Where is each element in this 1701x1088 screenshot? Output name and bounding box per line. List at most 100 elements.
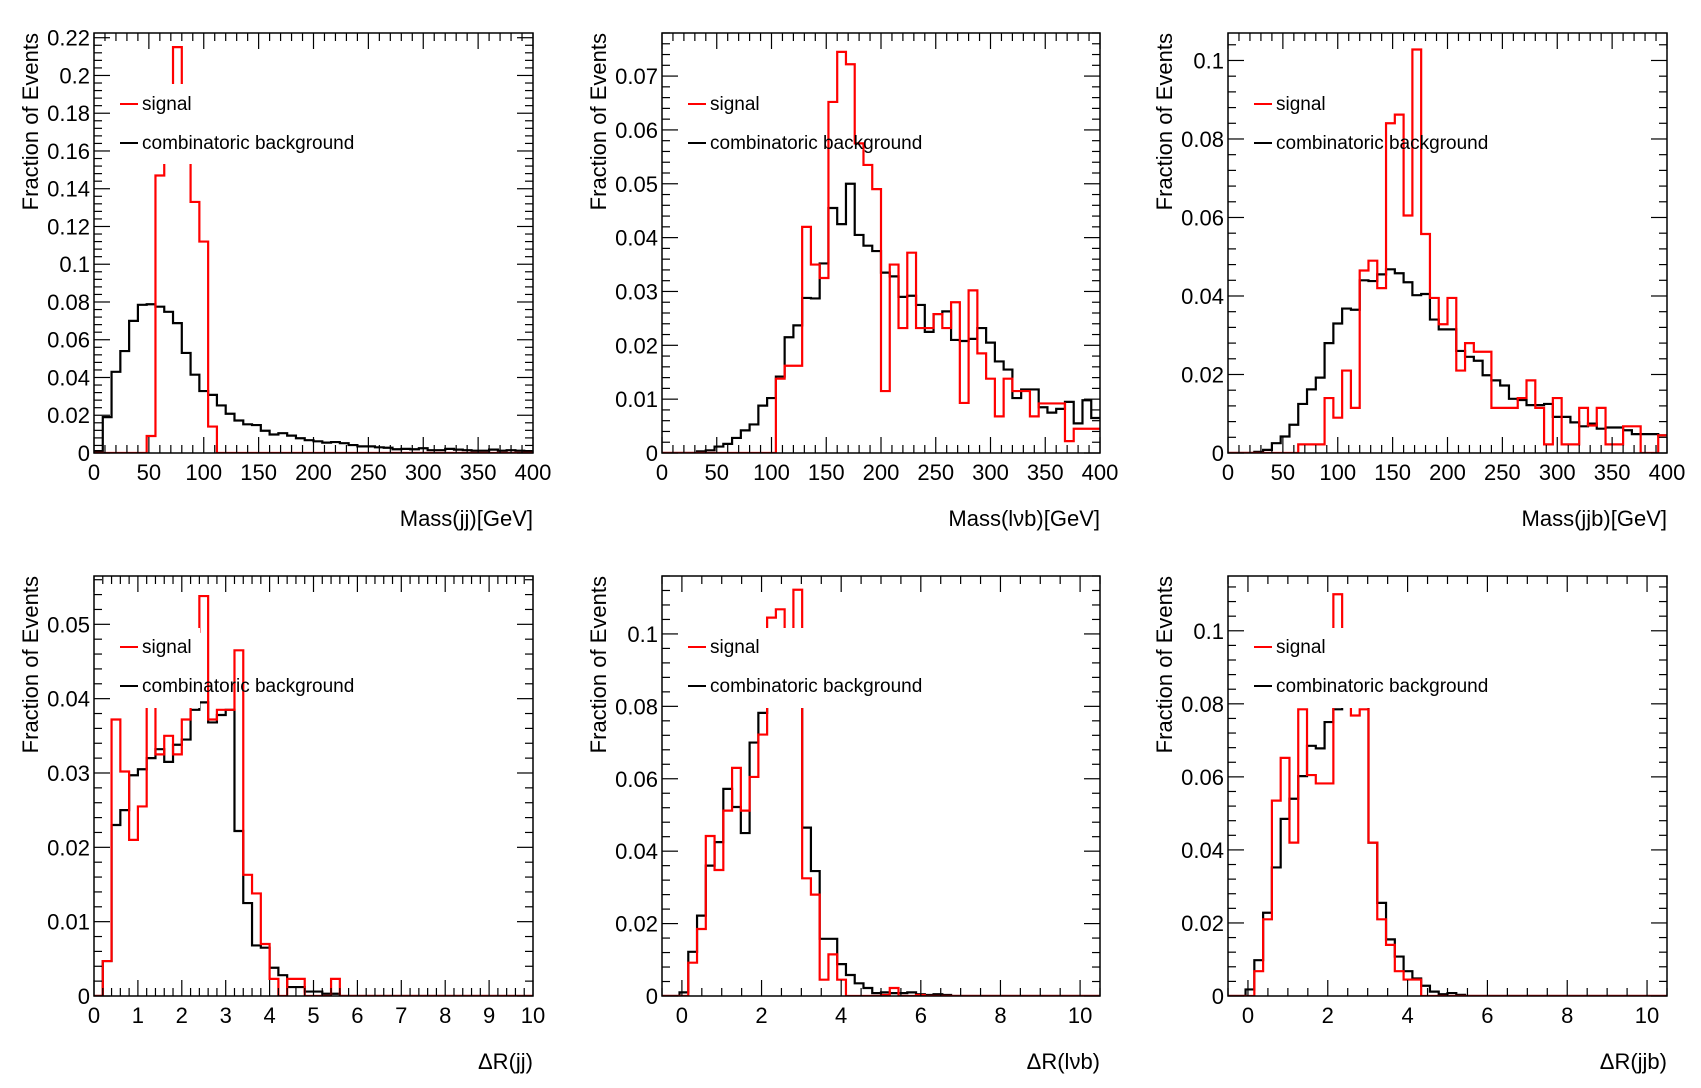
x-tick-label: 2 bbox=[755, 1003, 767, 1028]
x-tick-label: 3 bbox=[220, 1003, 232, 1028]
background-histogram-line bbox=[94, 303, 533, 453]
x-tick-label: 100 bbox=[753, 460, 790, 485]
y-tick-label: 0.08 bbox=[615, 694, 658, 719]
y-tick-label: 0.08 bbox=[47, 290, 90, 315]
legend-signal-label: signal bbox=[142, 94, 192, 115]
y-tick-label: 0.02 bbox=[47, 835, 90, 860]
x-tick-label: 6 bbox=[1481, 1003, 1493, 1028]
x-tick-label: 0 bbox=[1222, 460, 1234, 485]
x-tick-label: 200 bbox=[863, 460, 900, 485]
x-tick-label: 350 bbox=[1027, 460, 1064, 485]
legend-signal-label: signal bbox=[1276, 94, 1326, 115]
x-tick-label: 250 bbox=[917, 460, 954, 485]
x-tick-label: 9 bbox=[483, 1003, 495, 1028]
y-tick-label: 0.07 bbox=[615, 64, 658, 89]
y-axis-title: Fraction of Events bbox=[1152, 33, 1177, 210]
signal-histogram-line bbox=[662, 588, 1100, 996]
y-tick-label: 0.1 bbox=[1193, 48, 1224, 73]
x-tick-label: 10 bbox=[1635, 1003, 1659, 1028]
y-tick-label: 0.04 bbox=[47, 365, 90, 390]
y-tick-label: 0.12 bbox=[47, 214, 90, 239]
x-tick-label: 8 bbox=[439, 1003, 451, 1028]
y-tick-label: 0.04 bbox=[615, 839, 658, 864]
x-tick-label: 300 bbox=[972, 460, 1009, 485]
x-tick-label: 4 bbox=[1401, 1003, 1413, 1028]
x-tick-label: 2 bbox=[176, 1003, 188, 1028]
legend-background-label: combinatoric background bbox=[142, 133, 354, 154]
signal-histogram-line bbox=[662, 50, 1100, 453]
x-axis-title: Mass(lνb)[GeV] bbox=[948, 506, 1100, 531]
y-tick-label: 0.05 bbox=[47, 612, 90, 637]
y-tick-label: 0.06 bbox=[615, 118, 658, 143]
legend-signal-label: signal bbox=[710, 94, 760, 115]
x-tick-label: 6 bbox=[915, 1003, 927, 1028]
histogram-panel-6: 0 0.02 0.04 0.06 0.08 0.1 0 2 4 6 8 10 ΔR(jjb) Fracti… bbox=[1152, 575, 1668, 1074]
x-tick-label: 400 bbox=[515, 460, 552, 485]
x-tick-label: 150 bbox=[240, 460, 277, 485]
x-axis-title: ΔR(lνb) bbox=[1027, 1049, 1100, 1074]
histogram-panel-1: 0 0.02 0.04 0.06 0.08 0.1 0.12 0.14 0.16 0.18 0.2 0… bbox=[18, 26, 551, 531]
y-tick-label: 0.1 bbox=[1193, 619, 1224, 644]
x-axis-title: ΔR(jj) bbox=[478, 1049, 533, 1074]
x-tick-label: 0 bbox=[88, 1003, 100, 1028]
x-tick-label: 100 bbox=[185, 460, 222, 485]
x-tick-label: 50 bbox=[137, 460, 161, 485]
x-tick-label: 7 bbox=[395, 1003, 407, 1028]
x-tick-label: 0 bbox=[1242, 1003, 1254, 1028]
x-tick-label: 8 bbox=[994, 1003, 1006, 1028]
x-tick-label: 8 bbox=[1561, 1003, 1573, 1028]
y-tick-label: 0.06 bbox=[47, 328, 90, 353]
x-tick-label: 4 bbox=[263, 1003, 275, 1028]
y-axis-title: Fraction of Events bbox=[18, 576, 43, 753]
y-tick-label: 0.02 bbox=[615, 333, 658, 358]
x-tick-label: 300 bbox=[1539, 460, 1576, 485]
x-tick-label: 350 bbox=[1594, 460, 1631, 485]
y-axis-title: Fraction of Events bbox=[18, 33, 43, 210]
background-histogram-line bbox=[94, 701, 533, 996]
y-tick-label: 0.01 bbox=[615, 387, 658, 412]
legend-signal-label: signal bbox=[710, 637, 760, 658]
legend-background-label: combinatoric background bbox=[710, 676, 922, 697]
y-tick-label: 0.06 bbox=[1181, 765, 1224, 790]
y-axis-title: Fraction of Events bbox=[586, 576, 611, 753]
y-tick-label: 0.03 bbox=[615, 279, 658, 304]
x-tick-label: 10 bbox=[521, 1003, 545, 1028]
histogram-panel-2: 0 0.01 0.02 0.03 0.04 0.05 0.06 0.07 0 50 100 150 20… bbox=[586, 32, 1119, 531]
x-tick-label: 400 bbox=[1649, 460, 1686, 485]
y-tick-label: 0.18 bbox=[47, 101, 90, 126]
y-tick-label: 0.04 bbox=[1181, 284, 1224, 309]
y-tick-label: 0.02 bbox=[47, 403, 90, 428]
y-tick-label: 0.1 bbox=[59, 252, 90, 277]
y-tick-label: 0.14 bbox=[47, 177, 90, 202]
y-tick-label: 0 bbox=[1212, 984, 1224, 1009]
legend-box bbox=[120, 84, 295, 164]
y-tick-label: 0.04 bbox=[1181, 838, 1224, 863]
x-tick-label: 0 bbox=[656, 460, 668, 485]
background-histogram-line bbox=[662, 182, 1100, 453]
x-tick-label: 10 bbox=[1068, 1003, 1092, 1028]
x-tick-label: 1 bbox=[132, 1003, 144, 1028]
y-tick-label: 0.01 bbox=[47, 910, 90, 935]
x-tick-label: 0 bbox=[676, 1003, 688, 1028]
x-axis-title: Mass(jjb)[GeV] bbox=[1522, 506, 1667, 531]
x-tick-label: 5 bbox=[307, 1003, 319, 1028]
y-tick-label: 0.04 bbox=[615, 226, 658, 251]
legend-signal-label: signal bbox=[142, 637, 192, 658]
x-tick-label: 400 bbox=[1082, 460, 1119, 485]
x-tick-label: 250 bbox=[1484, 460, 1521, 485]
x-tick-label: 350 bbox=[460, 460, 497, 485]
y-tick-label: 0.06 bbox=[1181, 205, 1224, 230]
x-tick-label: 150 bbox=[1374, 460, 1411, 485]
histogram-panel-3: 0 0.02 0.04 0.06 0.08 0.1 0 50 100 150 200 250 300 35… bbox=[1152, 32, 1686, 531]
x-tick-label: 2 bbox=[1322, 1003, 1334, 1028]
x-tick-label: 50 bbox=[705, 460, 729, 485]
y-tick-label: 0.06 bbox=[615, 767, 658, 792]
y-tick-label: 0.1 bbox=[627, 622, 658, 647]
x-tick-label: 200 bbox=[295, 460, 332, 485]
histogram-panel-5: 0 0.02 0.04 0.06 0.08 0.1 0 2 4 6 8 10 ΔR(lνb) Fracti… bbox=[586, 575, 1101, 1074]
x-tick-label: 300 bbox=[405, 460, 442, 485]
y-tick-label: 0.03 bbox=[47, 761, 90, 786]
y-tick-label: 0 bbox=[78, 441, 90, 466]
histogram-panel-4: 0 0.01 0.02 0.03 0.04 0.05 0 1 2 3 4 5 6 7 8 9 10 ΔR(jj) F… bbox=[18, 575, 545, 1074]
y-tick-label: 0.05 bbox=[615, 172, 658, 197]
